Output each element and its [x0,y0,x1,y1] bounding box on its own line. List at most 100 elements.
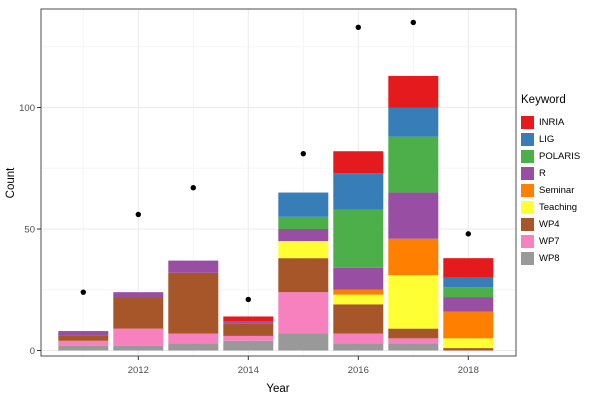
legend-label: WP8 [539,253,560,264]
bar-segment-2016-Teaching [333,294,384,305]
bar-segment-2018-WP4 [443,348,494,351]
bar-segment-2016-WP8 [333,343,384,351]
bar-segment-2015-Teaching [278,241,329,259]
legend-key-WP7 [521,235,534,248]
point-2017 [410,19,416,26]
y-axis-title: Count [5,167,17,198]
bar-segment-2017-INRIA [388,75,439,108]
bar-segment-2015-POLARIS [278,216,329,229]
bar-segment-2014-R [223,321,274,324]
bar-segment-2012-R [113,292,164,298]
legend-item-INRIA: INRIA [521,114,580,131]
panel-border [40,8,517,357]
x-tick-label: 2016 [348,365,369,376]
bar-segment-2017-WP8 [388,343,439,351]
bar-segment-2017-WP7 [388,338,439,344]
bar-segment-2016-LIG [333,173,384,210]
bar-segment-2016-Seminar [333,289,384,295]
bar-segment-2018-R [443,297,494,312]
legend-label: INRIA [539,117,565,128]
point-2013 [190,184,196,191]
bar-segment-2017-LIG [388,107,439,137]
y-tick-label: 0 [30,346,35,357]
bar-segment-2016-WP4 [333,304,384,334]
bar-segment-2017-POLARIS [388,136,439,193]
legend-title: Keyword [521,94,566,106]
bar-segment-2014-WP7 [223,335,274,341]
legend-item-WP4: WP4 [521,216,580,233]
bar-segment-2018-LIG [443,277,494,288]
legend-label: Teaching [539,202,578,213]
legend-item-R: R [521,165,580,182]
bar-segment-2015-WP7 [278,292,329,334]
legend-label: POLARIS [539,151,581,162]
bar-segment-2015-WP8 [278,333,329,351]
legend-label: Seminar [539,185,575,196]
bar-segment-2018-Teaching [443,338,494,349]
bar-segment-2015-R [278,229,329,242]
bar-segment-2017-WP4 [388,328,439,339]
legend-key-R [521,167,534,180]
bar-segment-2015-LIG [278,192,329,217]
legend-item-POLARIS: POLARIS [521,148,580,165]
legend-item-WP8: WP8 [521,250,580,267]
x-tick-label: 2014 [238,365,259,376]
bar-segment-2013-WP4 [168,272,219,334]
legend-items: INRIA LIG POLARIS R Seminar Teaching WP4 WP7 WP8 [521,114,580,267]
point-2014 [245,296,251,303]
point-2015 [300,150,306,157]
bar-segment-2017-Teaching [388,275,439,329]
legend-label: WP7 [539,236,560,247]
x-tick-label: 2018 [458,365,479,376]
bar-segment-2013-WP8 [168,343,219,351]
bar-segment-2016-INRIA [333,151,384,174]
legend-key-LIG [521,133,534,146]
legend-label: WP4 [539,219,560,230]
legend-key-WP4 [521,218,534,231]
x-axis-title: Year [266,383,289,395]
bar-segment-2011-WP8 [58,345,109,351]
plot-area: 0 50 100 2012 2014 2016 2018 [19,8,517,376]
bar-segment-2012-WP4 [113,297,164,329]
legend-key-Teaching [521,201,534,214]
legend-item-WP7: WP7 [521,233,580,250]
bar-segment-2011-WP7 [58,340,109,346]
legend-key-Seminar [521,184,534,197]
legend-item-Teaching: Teaching [521,199,580,216]
point-2018 [465,231,471,237]
bar-segment-2014-INRIA [223,316,274,322]
bar-segment-2016-POLARIS [333,209,384,268]
bar-segment-2013-R [168,260,219,273]
legend-label: R [539,168,546,179]
point-2011 [80,289,87,295]
bar-segment-2012-WP7 [113,328,164,346]
legend: Keyword INRIA LIG POLARIS R Seminar Teaching W… [521,94,580,267]
legend-item-Seminar: Seminar [521,182,580,199]
x-tick-label: 2012 [128,365,149,376]
bar-segment-2012-WP8 [113,345,164,351]
y-tick-label: 100 [19,103,35,114]
point-2016 [355,24,361,31]
bar-segment-2011-R [58,331,109,336]
bar-segment-2017-R [388,192,439,239]
legend-key-INRIA [521,116,534,129]
bar-segment-2016-R [333,267,384,290]
bar-segment-2015-WP4 [278,258,329,293]
bar-segment-2018-Seminar [443,311,494,339]
legend-key-POLARIS [521,150,534,163]
point-2012 [135,211,141,218]
legend-key-WP8 [521,252,534,265]
legend-item-LIG: LIG [521,131,580,148]
bar-segment-2017-Seminar [388,238,439,276]
bar-segment-2014-WP4 [223,323,274,336]
bar-segment-2018-POLARIS [443,287,494,298]
bar-segment-2018-INRIA [443,258,494,278]
legend-label: LIG [539,134,555,145]
bar-segment-2014-WP8 [223,340,274,351]
bar-segment-2011-WP4 [58,335,109,341]
y-tick-label: 50 [24,225,35,236]
bar-segment-2013-WP7 [168,333,219,344]
bar-segment-2016-WP7 [333,333,384,344]
